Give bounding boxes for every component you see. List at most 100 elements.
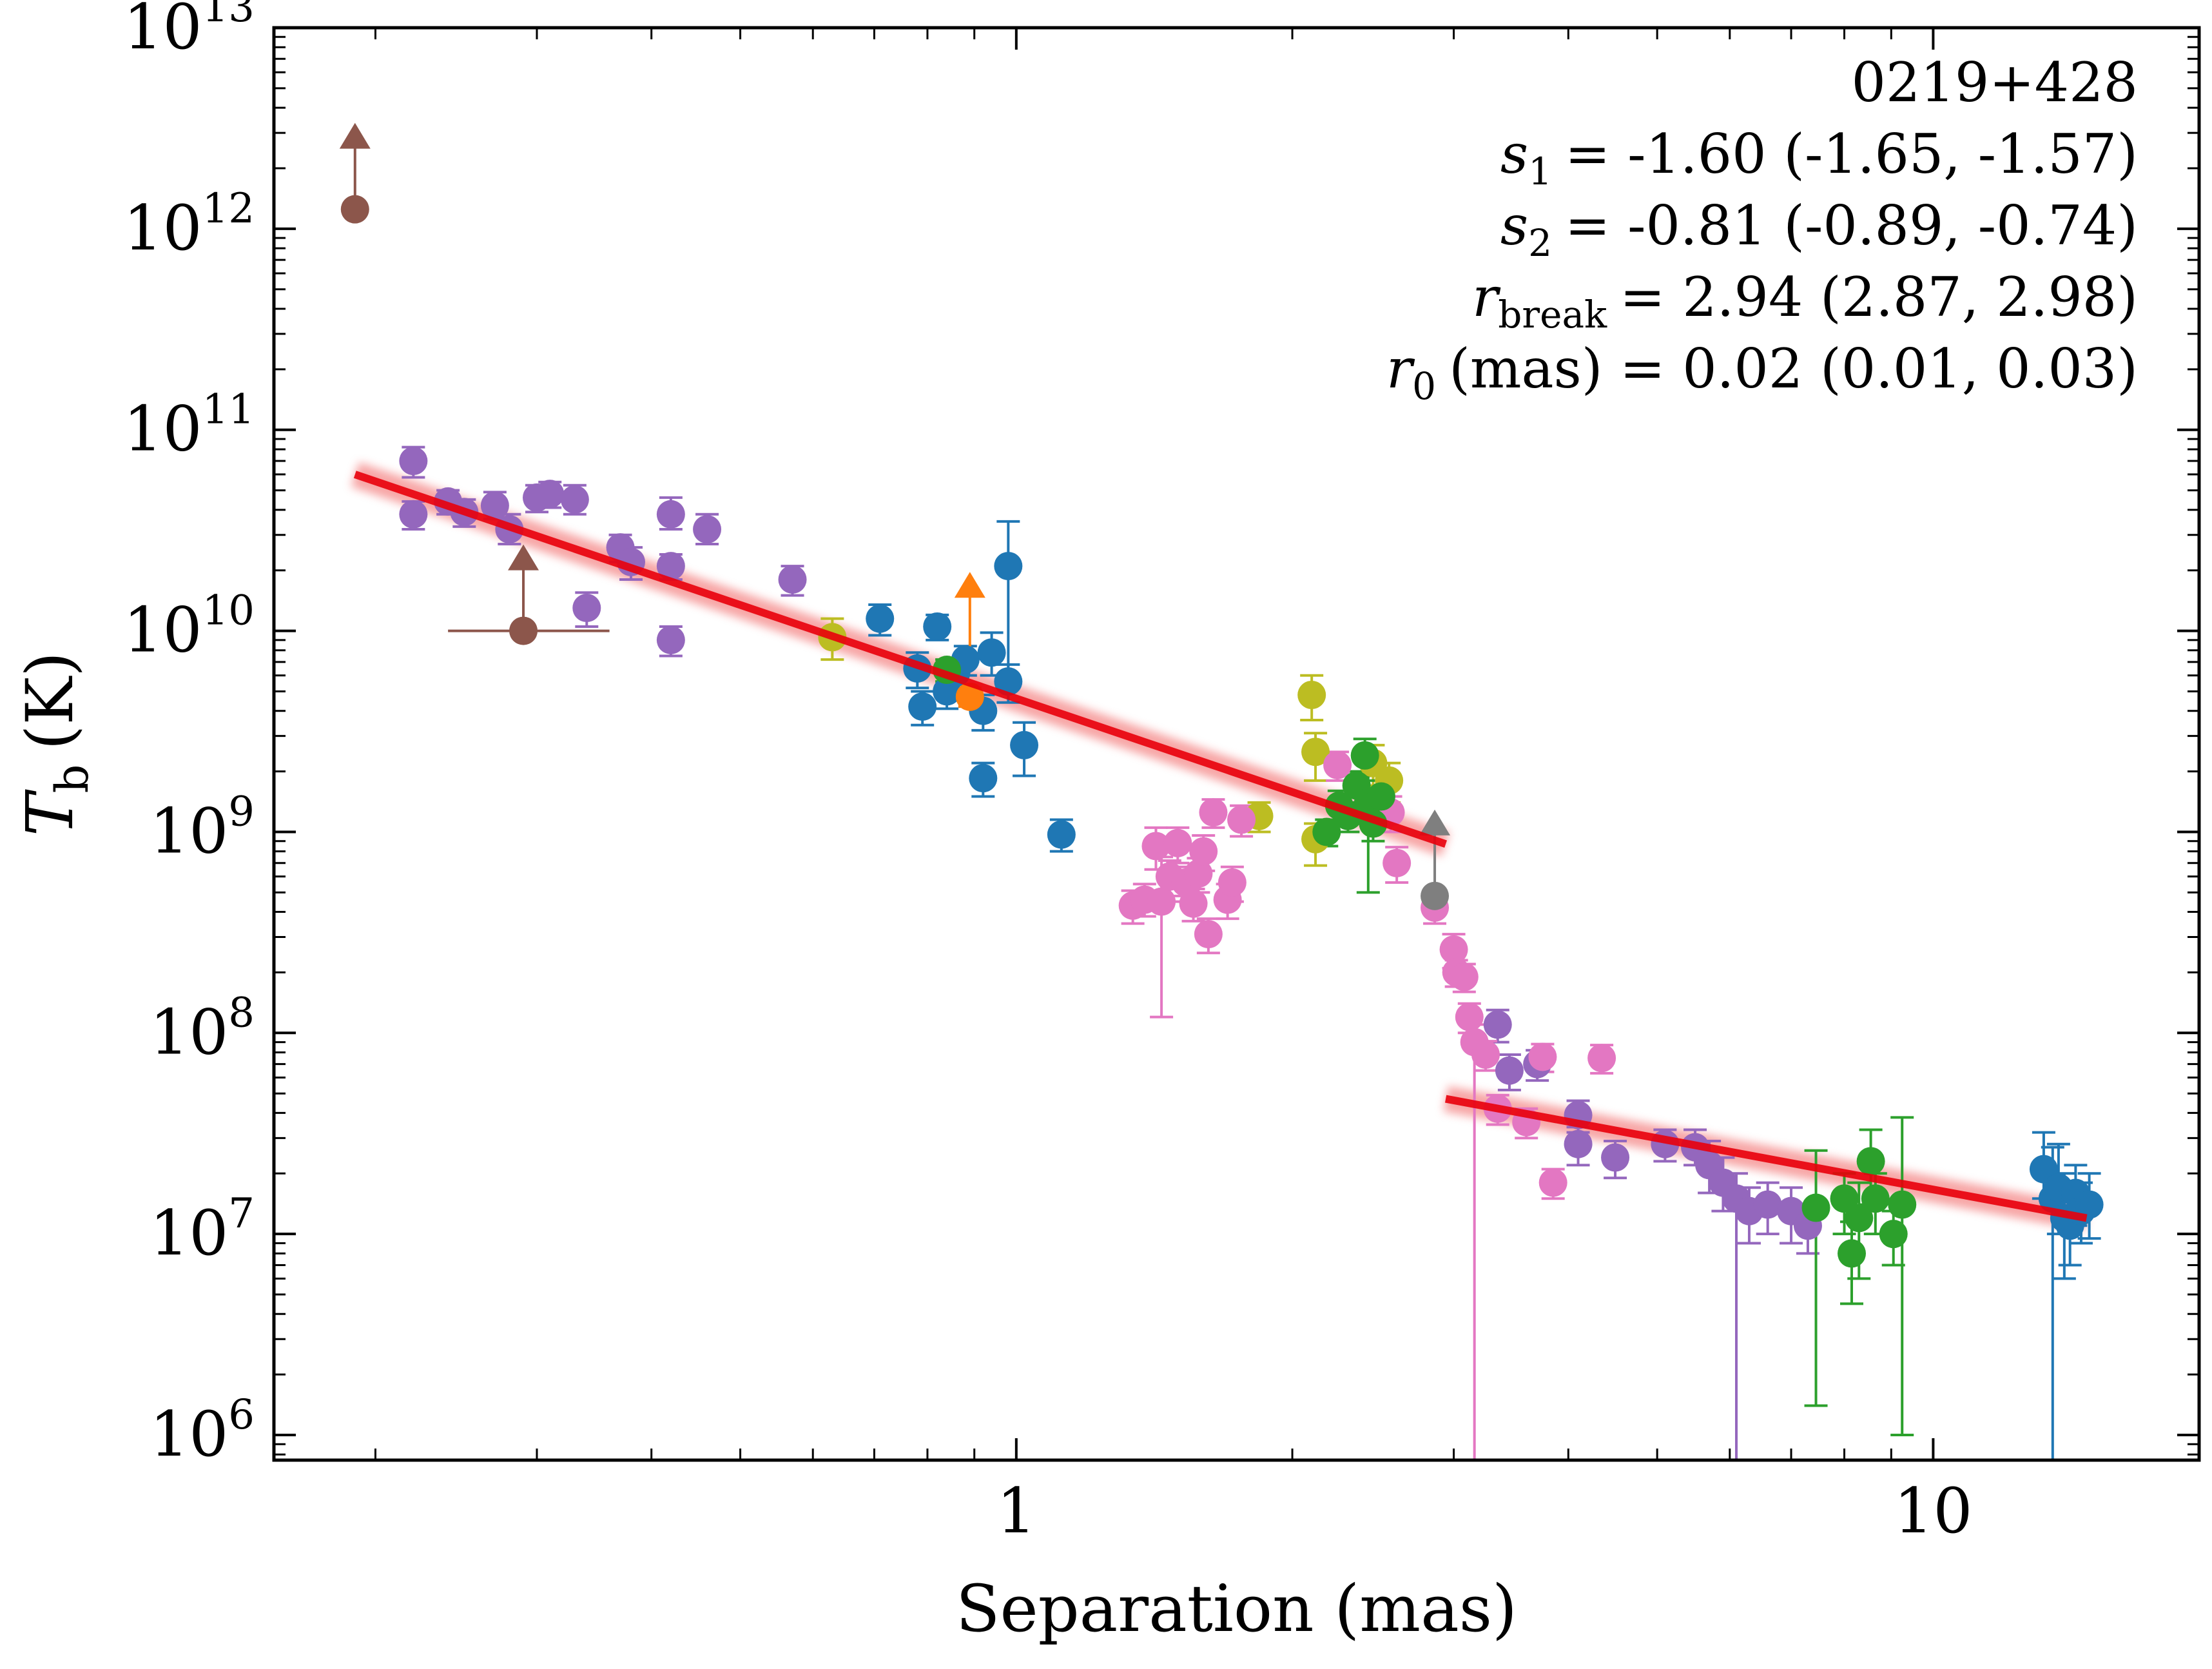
annotation-s1-sub: 1 [1528, 150, 1552, 193]
data-point-pink [1382, 848, 1412, 877]
data-point-blue [1010, 730, 1039, 759]
y-tick-base: 10 [123, 0, 202, 63]
data-point-purple [1601, 1143, 1630, 1172]
data-point-pink [1141, 832, 1170, 861]
data-point-purple [560, 485, 589, 514]
y-tick-label: 109 [150, 788, 255, 867]
data-point-blue [1047, 820, 1076, 849]
data-point-pink [1199, 798, 1228, 827]
data-point-pink [1538, 1168, 1567, 1197]
data-point-pink [1587, 1044, 1616, 1073]
data-point-purple [480, 491, 509, 520]
text-layer: Separation (mas) Tb(K) 0219+428 s1 = -1.6… [12, 0, 2138, 1646]
data-point-pink [1450, 962, 1479, 991]
y-tick-label: 1013 [123, 0, 255, 63]
data-point-green [1856, 1147, 1885, 1176]
annotation-r0: r0 (mas) = 0.02 (0.01, 0.03) [1386, 337, 2138, 408]
ticks-layer [274, 26, 2199, 1460]
data-point-green [1801, 1193, 1830, 1222]
data-point-orange [955, 682, 984, 711]
data-point-green [1861, 1184, 1890, 1213]
y-tick-label: 107 [150, 1190, 255, 1269]
data-point-blue [2075, 1190, 2104, 1219]
annotation-source-name: 0219+428 [1852, 51, 2139, 114]
lower-limit-arrow-orange [954, 572, 985, 598]
fit-glow-layer [351, 462, 2090, 1231]
data-point-pink [1163, 828, 1192, 857]
x-tick-label: 1 [996, 1475, 1036, 1547]
annotation-rbreak: rbreak = 2.94 (2.87, 2.98) [1472, 266, 2138, 337]
data-point-blue [866, 604, 895, 633]
data-point-blue [908, 692, 937, 721]
y-axis-title: Tb (K) [12, 652, 99, 836]
annotation-r0-symbol: r [1386, 337, 1415, 400]
annotation-r0-text: (mas) = 0.02 (0.01, 0.03) [1449, 337, 2138, 400]
annotation-s2: s2 = -0.81 (-0.89, -0.74) [1500, 194, 2138, 265]
data-point-green [1888, 1190, 1917, 1219]
y-tick-base: 10 [123, 192, 202, 264]
data-point-pink [1147, 887, 1176, 916]
data-point-green [1366, 782, 1395, 811]
data-point-purple [536, 480, 565, 509]
annotation-s1-symbol: s [1500, 122, 1528, 186]
data-point-pink [1179, 889, 1208, 918]
data-point-pink [1227, 805, 1256, 834]
annotation-s2-text: = -0.81 (-0.89, -0.74) [1565, 194, 2138, 257]
lower-limit-arrow-gray [1419, 809, 1451, 835]
data-point-purple [399, 500, 428, 529]
y-tick-label: 106 [150, 1391, 255, 1470]
y-tick-exponent: 7 [228, 1190, 255, 1238]
data-point-brown [509, 616, 538, 645]
y-tick-label: 108 [150, 989, 255, 1068]
fit-line-outer [1444, 1095, 2088, 1222]
data-point-olive [1297, 680, 1326, 709]
data-point-purple [1753, 1190, 1782, 1219]
annotation-s1: s1 = -1.60 (-1.65, -1.57) [1500, 122, 2138, 193]
y-tick-label: 1010 [123, 587, 255, 667]
data-point-green [1838, 1239, 1867, 1268]
data-point-purple [1483, 1010, 1512, 1039]
data-point-pink [1184, 859, 1213, 888]
lower-limit-arrow-brown [508, 544, 539, 571]
data-point-olive [1301, 737, 1330, 766]
data-point-purple [778, 565, 807, 594]
fit-line-layer [353, 471, 2088, 1222]
annotation-s2-sub: 2 [1528, 221, 1552, 265]
y-tick-base: 10 [150, 1398, 228, 1470]
data-point-blue [994, 552, 1023, 581]
data-point-pink [1471, 1040, 1500, 1069]
data-point-green [1845, 1204, 1874, 1233]
y-tick-base: 10 [150, 1197, 228, 1269]
y-tick-base: 10 [123, 594, 202, 667]
y-tick-label: 1012 [123, 185, 255, 264]
y-tick-base: 10 [150, 996, 228, 1068]
fit-line-inner [353, 471, 1448, 848]
data-point-purple [572, 594, 601, 623]
data-point-purple [656, 500, 685, 529]
y-tick-exponent: 8 [228, 989, 255, 1037]
data-point-purple [1495, 1056, 1524, 1085]
data-point-blue [969, 764, 998, 793]
data-point-blue [994, 667, 1023, 696]
data-point-green [1350, 741, 1379, 770]
data-point-green [1879, 1220, 1908, 1249]
data-point-pink [1218, 868, 1247, 897]
y-axis-title-symbol: T [12, 789, 88, 836]
data-point-purple [693, 515, 722, 544]
annotation-s2-symbol: s [1500, 194, 1528, 257]
data-point-green [1830, 1184, 1859, 1213]
points-layer [339, 122, 2104, 1268]
data-point-brown [340, 195, 369, 224]
data-point-gray [1421, 881, 1450, 910]
y-tick-exponent: 13 [202, 0, 255, 32]
y-tick-base: 10 [123, 393, 202, 465]
data-point-purple [399, 447, 428, 476]
data-point-pink [1455, 1002, 1484, 1031]
annotation-r0-sub: 0 [1412, 364, 1436, 408]
data-point-blue [977, 638, 1006, 667]
annotation-rbreak-text: = 2.94 (2.87, 2.98) [1620, 266, 2138, 329]
y-tick-exponent: 12 [202, 185, 255, 233]
lower-limit-arrow-brown [339, 122, 371, 149]
